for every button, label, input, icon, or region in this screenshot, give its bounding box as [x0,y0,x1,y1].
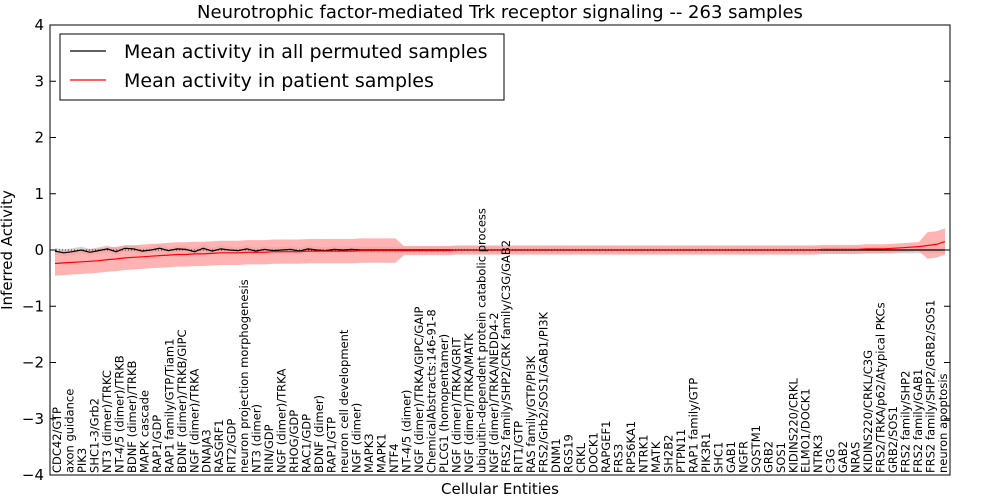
x-tick-label: SHC1-3/Grb2 [87,398,101,473]
x-tick-label: KIDINS220/CRKL/C3G [861,350,875,473]
y-tick-label: 4 [34,16,44,34]
y-axis-label: Inferred Activity [0,190,16,310]
legend-box [59,33,505,101]
x-tick-label: MAPK3 [362,433,376,473]
x-tick-label: GRB2 [761,441,775,473]
x-tick-label: RIT2/GDP [225,419,239,473]
y-axis-ticks: −4 −3 −2 −1 0 1 2 3 4 [22,16,950,484]
band-patient [55,228,945,276]
legend-label-patient: Mean activity in patient samples [124,70,434,92]
x-tick-label: NGF (dimer)/TRKA [187,369,201,473]
x-tick-label: neuron apoptosis [936,373,950,473]
x-tick-label: NGF (dimer)/TRKA/GIPC/GAIP [412,306,426,473]
x-tick-label: DNAJA3 [200,429,214,473]
x-tick-label: RIT1/GTP [512,421,526,473]
legend: Mean activity in all permuted samples Me… [59,33,505,101]
x-tick-label: NGFR [736,441,750,473]
x-tick-label: neuron projection morphogenesis [237,279,251,473]
x-tick-label: PTPN11 [674,429,688,473]
x-tick-label: MAPK cascade [137,390,151,473]
x-tick-label: FRS2/Grb2/SOS1/GAB1/PI3K [537,311,551,473]
x-tick-label: RAP1 family/GTP [686,378,700,473]
x-tick-label: FRS2 family/GAB1 [911,369,925,473]
x-tick-label: GAB1 [724,441,738,473]
x-tick-label: PIK3R1 [699,432,713,473]
y-tick-label: 1 [34,185,44,203]
x-tick-label: CRKL [574,442,588,473]
x-tick-label: NT3 (dimer) [250,404,264,473]
y-tick-label: −1 [22,297,44,315]
x-tick-label: RAPGEF1 [599,421,613,473]
x-tick-label: FRS2/TRKA/p62/Atypical PKCs [874,302,888,473]
x-tick-label: NGF (dimer)/TRKA [275,368,289,472]
x-tick-label: ChemicalAbstracts:146-91-8 [424,309,438,473]
x-tick-label: BDNF (dimer)/TRKB [125,361,139,474]
x-tick-label: GAB2 [836,441,850,473]
x-tick-label: NTRK3 [811,435,825,473]
x-tick-label: BDNF (dimer) [312,395,326,473]
x-tick-label: DOCK1 [587,432,601,473]
y-tick-label: 3 [34,72,44,90]
x-tick-label: RAP1/GTP [325,417,339,473]
x-tick-label: NT-4/5 (dimer)/TRKB [112,355,126,473]
x-tick-label: NT-4/5 (dimer) [399,390,413,473]
x-tick-label: NGF (dimer) [350,403,364,473]
x-tick-label: KIDINS220/CRKL [786,378,800,473]
x-tick-label: C3G [824,449,838,473]
y-tick-label: −3 [22,410,44,428]
x-tick-label: RGS19 [562,434,576,473]
x-tick-label: MAPK1 [375,433,389,473]
x-tick-label: FRS3 [612,444,626,473]
x-tick-label: NRAS [849,442,863,473]
x-tick-label: RAS family/GTP/PI3K [524,355,538,473]
x-tick-label: PIK3 [75,448,89,473]
x-tick-label: neuron cell development [337,329,351,473]
legend-label-permuted: Mean activity in all permuted samples [124,41,487,63]
x-tick-label: RHOG/GDP [287,410,301,473]
x-tick-label: SOS1 [774,442,788,473]
y-tick-label: 0 [34,241,44,259]
x-tick-label: RPS6KA1 [624,421,638,473]
y-tick-label: −2 [22,354,44,372]
y-tick-label: 2 [34,129,44,147]
x-tick-label: RAC1/GDP [300,414,314,473]
x-tick-label: FRS2 family/SHP2 [899,371,913,473]
x-tick-label: CDC42/GTP [50,407,64,473]
x-tick-label: SQSTM1 [749,425,763,473]
x-tick-label: axon guidance [63,389,77,473]
x-tick-label: RASGRF1 [212,419,226,473]
x-tick-label: ubiquitin-dependent protein catabolic pr… [474,208,488,473]
x-tick-label: PLCG1 (homopentamer) [437,334,451,473]
x-tick-label: RAP1 family/GTP/Tiam1 [162,339,176,473]
x-tick-label: RAP1/GDP [150,415,164,473]
x-tick-label: FRS2 family/SHP2/CRK family/C3G/GAB2 [499,240,513,473]
x-tick-label: BDNF (dimer)/TRKB/GIPC [175,329,189,473]
x-tick-label: NGF (dimer)/TRKA/NEDD4-2 [487,312,501,473]
x-tick-label: SHC1 [711,442,725,473]
x-tick-label: DNM1 [549,438,563,473]
y-tick-label: −4 [22,466,44,484]
x-tick-label: SH2B2 [662,435,676,473]
chart-title: Neurotrophic factor-mediated Trk recepto… [197,2,803,23]
x-tick-label: NGF (dimer)/TRKA/GRIT [449,336,463,473]
x-tick-label: ELMO1/DOCK1 [799,388,813,473]
x-tick-label: NTF4 [387,443,401,473]
x-tick-label: NGF (dimer)/TRKA/MATK [462,333,476,473]
x-axis-label: Cellular Entities [441,480,559,498]
x-tick-label: GRB2/SOS1 [886,406,900,473]
x-tick-label: MATK [649,441,663,473]
x-tick-label: NTRK1 [637,435,651,473]
x-tick-label: NT3 (dimer)/TRKC [100,370,114,473]
x-tick-label: FRS2 family/SHP2/GRB2/SOS1 [924,300,938,473]
x-tick-label: RIN/GDP [262,424,276,473]
